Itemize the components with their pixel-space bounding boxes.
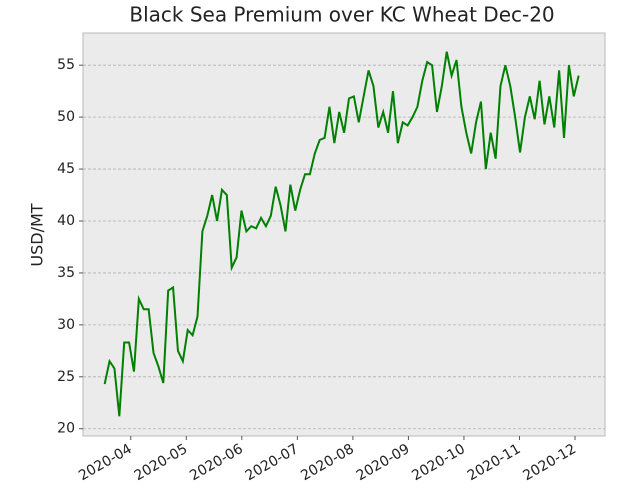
y-tick-label: 20 — [57, 421, 75, 437]
plot-area — [82, 32, 606, 437]
y-axis-label: USD/MT — [28, 203, 47, 266]
y-tick-label: 50 — [57, 109, 75, 125]
x-tick-label: 2020-04 — [76, 441, 135, 484]
x-tick-label: 2020-07 — [243, 441, 302, 484]
y-tick-label: 35 — [57, 265, 75, 281]
y-tick-label: 55 — [57, 57, 75, 73]
x-tick-label: 2020-11 — [465, 441, 524, 484]
chart-title: Black Sea Premium over KC Wheat Dec-20 — [129, 3, 554, 27]
x-tick-label: 2020-06 — [187, 441, 246, 484]
y-tick-label: 45 — [57, 161, 75, 177]
x-tick-label: 2020-12 — [520, 441, 579, 484]
x-tick-label: 2020-05 — [132, 441, 191, 484]
y-tick-label: 40 — [57, 213, 75, 229]
data-line — [103, 51, 580, 417]
x-tick-label: 2020-10 — [409, 441, 468, 484]
y-tick-label: 30 — [57, 317, 75, 333]
x-tick-label: 2020-09 — [354, 441, 413, 484]
y-tick-label: 25 — [57, 369, 75, 385]
x-tick-label: 2020-08 — [298, 441, 357, 484]
